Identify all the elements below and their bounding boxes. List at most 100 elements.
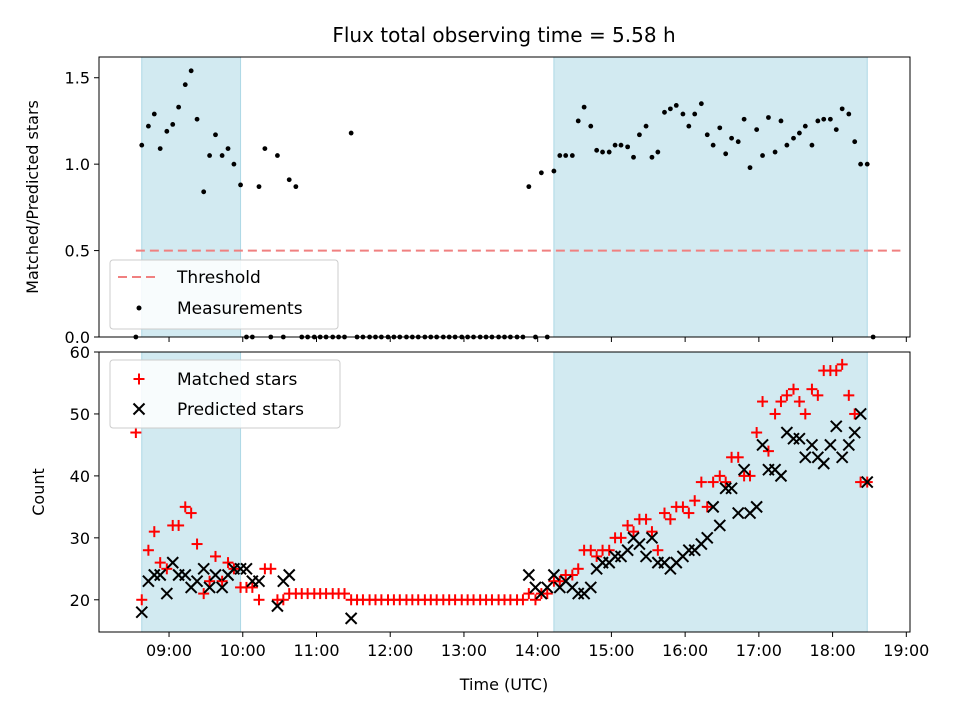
measurement-point	[139, 142, 145, 148]
measurement-point	[710, 142, 716, 148]
top-axes-frame	[98, 56, 911, 338]
measurement-point	[157, 146, 163, 152]
marker-stroke	[793, 432, 806, 445]
measurement-point	[673, 102, 679, 108]
measurement-point	[231, 161, 237, 167]
matched-star-point	[775, 396, 787, 408]
marker-stroke	[209, 568, 222, 582]
matched-star-point	[142, 544, 154, 556]
predicted-star-point	[344, 612, 358, 625]
marker-stroke	[787, 432, 800, 445]
marker-stroke	[283, 568, 296, 582]
matched-star-point	[603, 544, 615, 556]
y-tick-label: 0.0	[65, 328, 90, 347]
predicted-star-point	[719, 482, 732, 495]
matched-star-point	[849, 408, 861, 420]
measurement-point	[637, 132, 642, 138]
matched-star-point	[585, 544, 597, 556]
matched-star-point	[707, 476, 719, 488]
matched-star-point	[788, 383, 800, 395]
predicted-star-point	[209, 568, 222, 582]
measurement-point	[588, 123, 594, 129]
marker-stroke	[179, 568, 192, 582]
marker-stroke	[584, 581, 597, 594]
measurement-point	[256, 184, 262, 190]
marker-stroke	[608, 550, 622, 563]
legend-threshold-label: Threshold	[176, 268, 261, 288]
predicted-stars-points	[135, 407, 874, 625]
top-legend-box	[109, 259, 339, 330]
predicted-star-point	[750, 500, 763, 514]
measurement-point	[194, 116, 200, 122]
marker-stroke	[153, 568, 167, 582]
measurement-point	[760, 153, 765, 158]
marker-stroke	[633, 537, 646, 551]
predicted-star-point	[160, 587, 174, 600]
measurement-point	[164, 128, 170, 134]
matched-star-point	[628, 526, 640, 538]
marker-stroke	[148, 568, 161, 582]
matched-star-point	[554, 575, 566, 587]
matched-star-point	[136, 594, 148, 606]
predicted-star-point	[725, 482, 738, 495]
measurement-point	[188, 68, 194, 74]
matched-star-point	[762, 445, 774, 457]
predicted-star-point	[148, 568, 161, 582]
predicted-star-point	[572, 587, 585, 600]
x-tick-label: 10:00	[220, 641, 266, 660]
matched-star-point	[843, 389, 855, 401]
legend-predicted-label: Predicted stars	[177, 400, 304, 420]
predicted-star-point	[787, 432, 800, 445]
measurement-point	[262, 146, 268, 152]
matched-star-point	[757, 396, 769, 408]
matched-star-point	[732, 451, 744, 463]
matched-star-point	[701, 501, 713, 513]
marker-stroke	[682, 544, 696, 557]
marker-stroke	[621, 544, 634, 557]
bottom-x-ticks: 09:00 10:00 11:00 12:00 13:00 14:00 15:00 16:00…	[146, 632, 929, 660]
top-y-ticks: 0.0 0.5 1.0 1.5	[65, 69, 99, 347]
y-tick-label: 30	[70, 529, 90, 548]
matched-star-point	[277, 594, 289, 606]
predicted-star-point	[682, 544, 696, 557]
matched-star-point	[830, 365, 842, 377]
marker-stroke	[547, 568, 561, 582]
predicted-star-point	[793, 432, 806, 445]
marker-stroke	[135, 605, 148, 619]
measurement-point	[176, 104, 182, 110]
predicted-star-point	[633, 537, 646, 551]
marker-stroke	[737, 463, 751, 476]
measurement-point	[170, 122, 176, 127]
predicted-star-point	[547, 568, 561, 582]
x-tick-label: 18:00	[810, 641, 856, 660]
predicted-star-point	[805, 438, 819, 452]
top-y-axis-label: Matched/Predicted stars	[23, 100, 42, 294]
marker-stroke	[725, 482, 738, 495]
x-tick-label: 13:00	[441, 641, 487, 660]
measurement-point	[182, 82, 188, 88]
measurement-points	[133, 68, 876, 340]
measurement-point	[692, 111, 698, 117]
x-tick-label: 12:00	[367, 641, 413, 660]
marker-stroke	[768, 463, 782, 476]
marker-stroke	[817, 457, 830, 470]
marker-stroke	[541, 581, 554, 594]
measurement-point	[797, 130, 802, 136]
predicted-star-point	[706, 500, 720, 514]
marker-stroke	[559, 574, 572, 588]
matched-star-point	[246, 581, 258, 593]
bottom-axes-frame	[98, 351, 911, 633]
matched-star-point	[695, 476, 707, 488]
predicted-star-point	[234, 562, 247, 576]
marker-stroke	[160, 587, 174, 600]
measurement-point	[698, 101, 704, 107]
measurement-point	[145, 123, 151, 129]
marker-stroke	[774, 469, 788, 483]
marker-stroke	[756, 438, 769, 452]
y-tick-label: 20	[70, 591, 90, 610]
matched-star-point	[799, 408, 811, 420]
measurement-point	[729, 135, 734, 141]
predicted-star-point	[608, 550, 622, 563]
predicted-star-point	[835, 451, 849, 464]
predicted-star-point	[861, 475, 874, 489]
